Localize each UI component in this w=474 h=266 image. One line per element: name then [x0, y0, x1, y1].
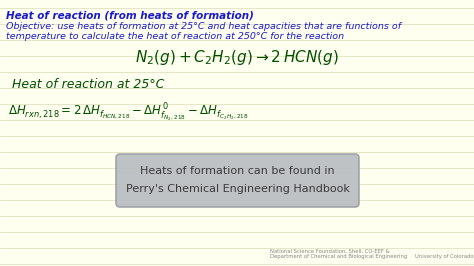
Text: Heat of reaction (from heats of formation): Heat of reaction (from heats of formatio… — [6, 11, 254, 21]
Text: $\Delta H_{rxn,218} = 2\,\Delta H_{f_{HCN,218}} - \Delta H_{f_{N_2,218}}^{\,0} -: $\Delta H_{rxn,218} = 2\,\Delta H_{f_{HC… — [8, 101, 249, 124]
Text: Perry's Chemical Engineering Handbook: Perry's Chemical Engineering Handbook — [126, 184, 349, 193]
FancyBboxPatch shape — [116, 154, 359, 207]
Text: National Science Foundation, Shell, CO-EEF &: National Science Foundation, Shell, CO-E… — [270, 249, 390, 254]
Text: Department of Chemical and Biological Engineering: Department of Chemical and Biological En… — [270, 254, 407, 259]
Text: University of Colorado Boulder: University of Colorado Boulder — [415, 254, 474, 259]
Text: Objective: use heats of formation at 25°C and heat capacities that are functions: Objective: use heats of formation at 25°… — [6, 22, 401, 31]
Text: Heats of formation can be found in: Heats of formation can be found in — [140, 165, 335, 176]
Text: Heat of reaction at 25°C: Heat of reaction at 25°C — [12, 78, 164, 91]
Text: $N_2(g)+C_2H_2(g)\rightarrow 2\,HCN(g)$: $N_2(g)+C_2H_2(g)\rightarrow 2\,HCN(g)$ — [135, 48, 339, 67]
Text: temperature to calculate the heat of reaction at 250°C for the reaction: temperature to calculate the heat of rea… — [6, 32, 344, 41]
